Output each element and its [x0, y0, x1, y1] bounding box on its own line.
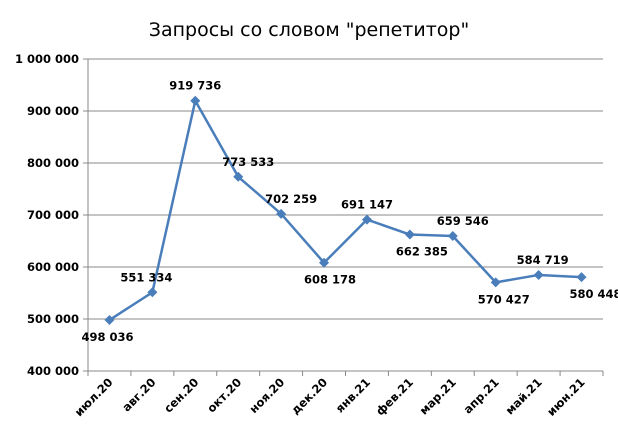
- chart-title: Запросы со словом "репетитор": [149, 19, 469, 41]
- y-tick-label: 900 000: [27, 104, 79, 118]
- data-point-marker: [276, 208, 287, 219]
- gridlines: [88, 58, 603, 320]
- x-tick-label: мар.21: [417, 375, 459, 417]
- data-label: 659 546: [437, 214, 489, 228]
- data-point-marker: [447, 231, 458, 242]
- x-tick-label: окт.20: [204, 375, 244, 415]
- x-tick-label: июн.21: [544, 375, 588, 419]
- y-tick-label: 400 000: [27, 364, 79, 378]
- data-label: 702 259: [265, 192, 317, 206]
- y-tick-label: 600 000: [27, 260, 79, 274]
- data-point-marker: [361, 214, 372, 225]
- x-axis-tick-labels: июл.20 авг.20 сен.20 окт.20 ноя.20 дек.20 янв.…: [72, 375, 588, 419]
- y-tick-label: 800 000: [27, 156, 79, 170]
- x-tick-label: апр.21: [461, 375, 502, 416]
- data-label: 498 036: [81, 330, 133, 344]
- data-label: 584 719: [517, 253, 569, 267]
- data-label: 773 533: [222, 155, 274, 169]
- x-tick-label: дек.20: [288, 375, 330, 417]
- x-tick-label: фев.21: [373, 375, 416, 418]
- axes: [83, 58, 604, 376]
- data-label: 608 178: [304, 273, 356, 287]
- data-label: 551 334: [120, 270, 172, 284]
- data-point-marker: [233, 171, 244, 182]
- data-point-marker: [404, 229, 415, 240]
- data-label: 919 736: [169, 79, 221, 93]
- x-tick-label: май.21: [503, 375, 545, 417]
- data-label: 580 448: [570, 287, 618, 301]
- x-tick-label: ноя.20: [247, 375, 288, 416]
- x-tick-label: авг.20: [119, 375, 158, 414]
- data-point-marker: [190, 95, 201, 106]
- data-labels: 498 036 551 334 919 736 773 533 702 259 608 1…: [81, 79, 618, 344]
- data-point-marker: [319, 257, 330, 268]
- data-point-marker: [490, 277, 501, 288]
- y-axis-tick-labels: 400 000 500 000 600 000 700 000 800 000 900 0…: [15, 52, 79, 378]
- x-tick-label: янв.21: [333, 375, 373, 415]
- data-label: 691 147: [341, 198, 393, 212]
- x-tick-label: июл.20: [72, 375, 116, 419]
- data-point-marker: [533, 269, 544, 280]
- data-label: 662 385: [396, 245, 448, 259]
- data-point-marker: [147, 287, 158, 298]
- series-line-layer: [104, 95, 587, 326]
- data-point-marker: [576, 272, 587, 283]
- series-line: [108, 99, 582, 322]
- y-tick-label: 700 000: [27, 208, 79, 222]
- data-point-marker: [104, 315, 115, 326]
- y-tick-label: 1 000 000: [15, 52, 79, 66]
- y-tick-label: 500 000: [27, 312, 79, 326]
- data-label: 570 427: [478, 292, 530, 306]
- x-tick-label: сен.20: [161, 375, 201, 415]
